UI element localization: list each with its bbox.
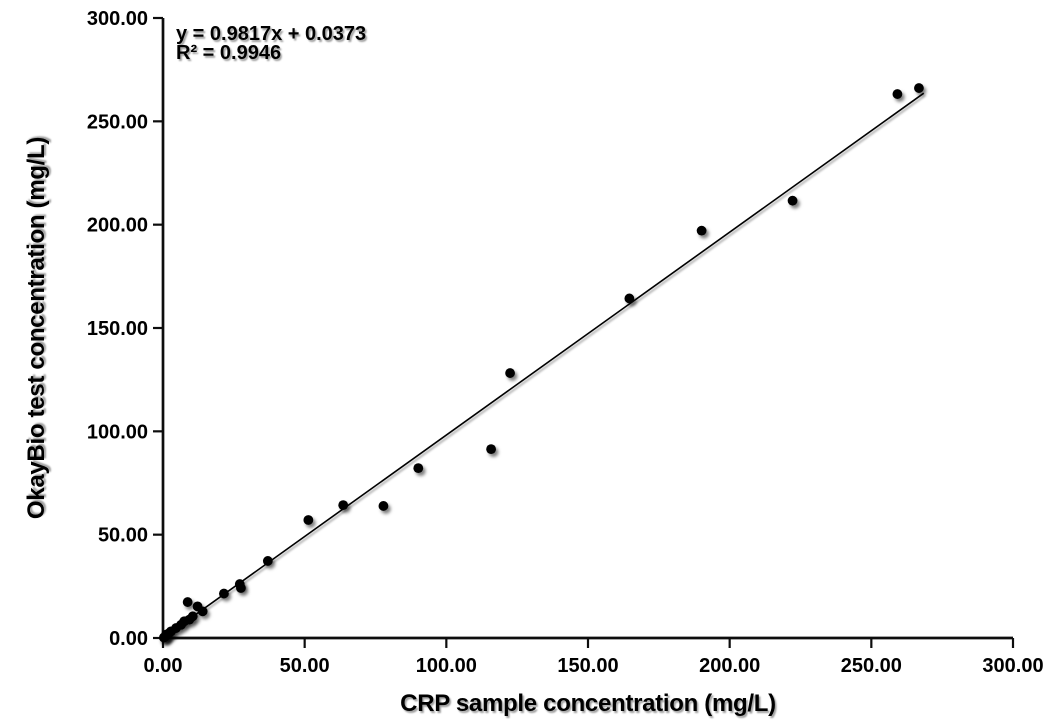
fit-equation-text: y = 0.9817x + 0.0373 xyxy=(176,23,367,45)
axes xyxy=(161,18,1013,640)
y-tick-label: 150.00 xyxy=(87,318,148,340)
x-tick-label: 50.00 xyxy=(280,655,330,677)
data-point xyxy=(236,583,246,593)
data-point xyxy=(303,515,314,525)
x-tick-label: 300.00 xyxy=(982,655,1043,677)
data-point xyxy=(696,225,707,236)
y-tick-label: 250.00 xyxy=(87,111,148,133)
data-point xyxy=(486,444,496,455)
y-axis-title: OkayBio test concentration (mg/L) xyxy=(23,136,50,520)
axis-lines xyxy=(161,18,1013,640)
data-point xyxy=(914,83,924,93)
data-point xyxy=(892,89,903,99)
data-point xyxy=(338,500,349,511)
x-tick-label: 0.00 xyxy=(144,655,183,677)
x-axis-title: CRP sample concentration (mg/L) xyxy=(400,690,776,717)
axis-tick-labels: 0.00 50.00 100.00 150.00 200.00 250.00 300.00 0… xyxy=(87,8,1044,677)
data-point xyxy=(182,597,193,607)
fit-annotation: y = 0.9817x + 0.0373 R² = 0.9946 xyxy=(176,23,367,64)
x-tick-label: 150.00 xyxy=(557,655,618,677)
x-tick-label: 100.00 xyxy=(416,655,477,677)
y-tick-label: 50.00 xyxy=(98,525,148,547)
trendline-segment xyxy=(162,92,925,639)
data-points xyxy=(158,83,924,643)
trendline xyxy=(162,92,925,639)
x-tick-label: 250.00 xyxy=(841,655,902,677)
data-point xyxy=(787,195,798,206)
data-point xyxy=(624,293,635,304)
y-tick-label: 100.00 xyxy=(87,421,148,443)
data-point xyxy=(413,463,424,474)
data-point xyxy=(219,588,229,599)
x-tick-label: 200.00 xyxy=(699,655,760,677)
data-point xyxy=(262,556,273,566)
y-tick-label: 0.00 xyxy=(109,628,148,650)
data-point xyxy=(197,606,208,617)
data-point xyxy=(378,501,389,511)
y-tick-label: 200.00 xyxy=(87,215,148,237)
axis-ticks xyxy=(153,16,1015,648)
data-point xyxy=(505,368,515,378)
data-point xyxy=(187,611,198,622)
fit-r-squared-text: R² = 0.9946 xyxy=(176,42,282,64)
y-tick-label: 300.00 xyxy=(87,8,148,30)
